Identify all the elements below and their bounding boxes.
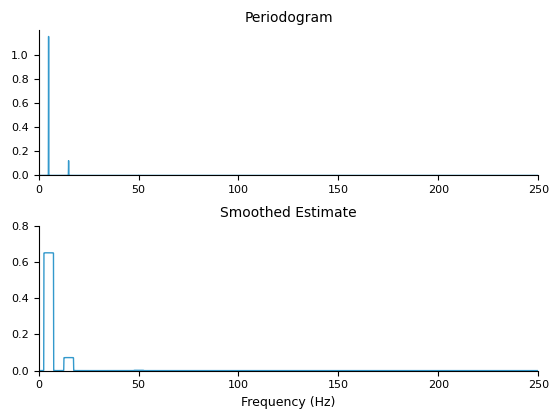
Title: Periodogram: Periodogram (244, 11, 333, 25)
X-axis label: Frequency (Hz): Frequency (Hz) (241, 396, 335, 409)
Title: Smoothed Estimate: Smoothed Estimate (220, 206, 357, 220)
